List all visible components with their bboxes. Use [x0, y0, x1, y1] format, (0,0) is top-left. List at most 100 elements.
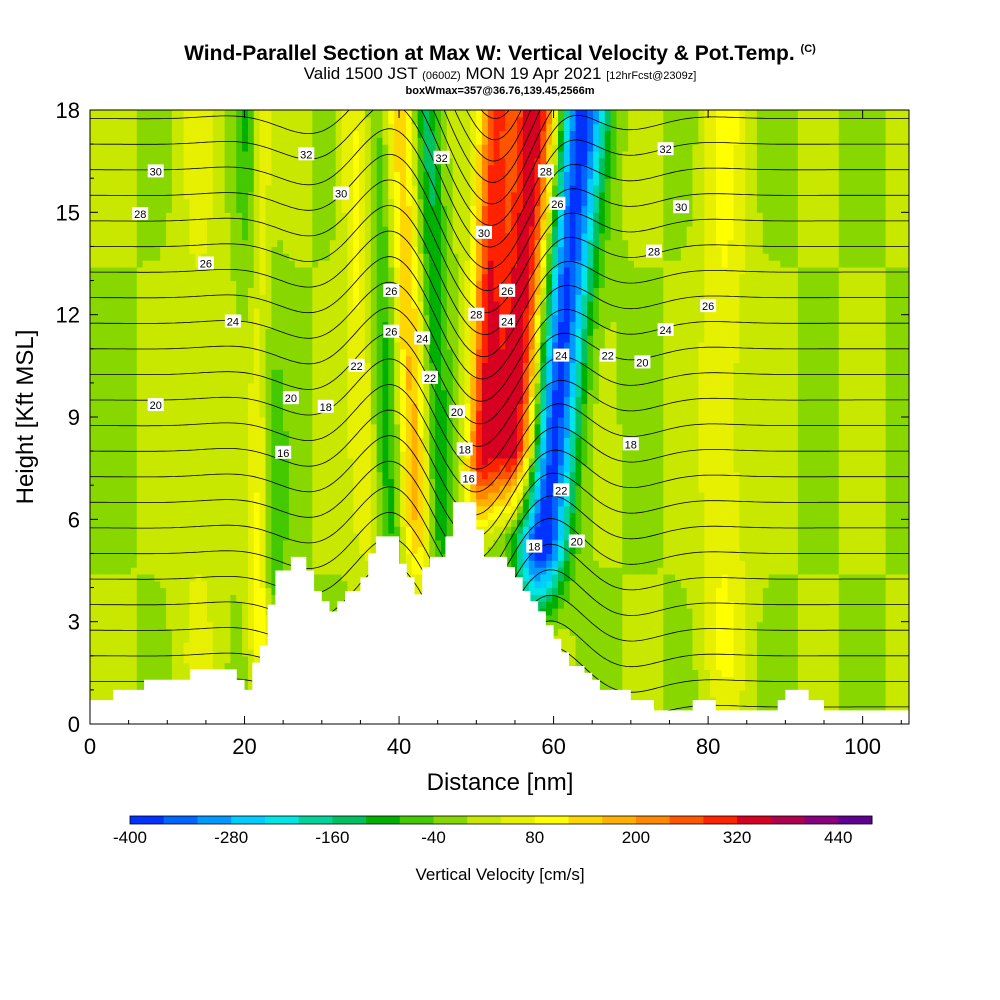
velocity-cell — [405, 301, 413, 309]
velocity-cell — [95, 185, 103, 193]
velocity-cell — [142, 567, 150, 575]
velocity-cell — [400, 137, 407, 145]
velocity-cell — [265, 437, 272, 445]
velocity-cell — [329, 219, 337, 227]
velocity-cell — [183, 601, 190, 609]
velocity-cell — [125, 171, 132, 179]
velocity-cell — [411, 471, 419, 479]
velocity-cell — [130, 123, 138, 131]
velocity-cell — [271, 594, 278, 602]
velocity-cell — [119, 512, 126, 520]
velocity-cell — [107, 123, 114, 131]
velocity-cell — [318, 185, 325, 193]
velocity-cell — [248, 662, 255, 670]
velocity-cell — [265, 260, 272, 268]
velocity-cell — [113, 546, 120, 554]
velocity-cell — [236, 512, 243, 520]
velocity-cell — [207, 498, 214, 507]
velocity-cell — [242, 150, 249, 159]
velocity-cell — [148, 185, 155, 193]
velocity-cell — [347, 273, 354, 282]
velocity-cell — [201, 212, 208, 220]
velocity-cell — [265, 328, 272, 336]
velocity-cell — [335, 123, 343, 131]
velocity-cell — [341, 137, 349, 145]
velocity-cell — [271, 178, 278, 186]
velocity-cell — [271, 226, 278, 234]
velocity-cell — [248, 642, 255, 650]
velocity-cell — [207, 239, 214, 247]
velocity-cell — [294, 539, 302, 548]
velocity-cell — [364, 423, 372, 432]
velocity-cell — [335, 335, 343, 343]
velocity-cell — [265, 171, 272, 179]
velocity-cell — [207, 546, 214, 554]
velocity-cell — [201, 123, 208, 131]
velocity-cell — [101, 689, 109, 698]
velocity-cell — [218, 355, 226, 363]
velocity-cell — [113, 219, 120, 227]
velocity-cell — [224, 226, 231, 234]
velocity-cell — [271, 553, 278, 561]
velocity-cell — [376, 116, 384, 125]
velocity-cell — [236, 110, 243, 118]
velocity-cell — [95, 410, 103, 418]
velocity-cell — [166, 178, 173, 186]
velocity-cell — [388, 485, 395, 493]
velocity-cell — [376, 198, 384, 207]
velocity-cell — [171, 150, 179, 159]
velocity-cell — [224, 239, 231, 247]
velocity-cell — [107, 314, 114, 323]
velocity-cell — [212, 212, 220, 220]
velocity-cell — [95, 335, 103, 343]
velocity-cell — [300, 185, 308, 193]
velocity-cell — [306, 212, 313, 220]
velocity-cell — [405, 533, 413, 541]
velocity-cell — [125, 226, 132, 234]
velocity-cell — [154, 519, 161, 527]
velocity-cell — [388, 423, 395, 432]
velocity-cell — [242, 294, 249, 302]
velocity-cell — [318, 137, 325, 145]
velocity-cell — [318, 178, 325, 186]
velocity-cell — [259, 287, 267, 295]
velocity-cell — [283, 369, 290, 377]
velocity-cell — [248, 232, 255, 241]
velocity-cell — [136, 539, 144, 548]
velocity-cell — [271, 116, 278, 125]
velocity-cell — [101, 301, 109, 309]
velocity-cell — [119, 669, 126, 677]
velocity-cell — [353, 178, 360, 186]
valid-utc: (0600Z) — [422, 70, 461, 82]
velocity-cell — [353, 451, 360, 459]
velocity-cell — [382, 430, 389, 438]
velocity-cell — [119, 273, 126, 282]
velocity-cell — [189, 287, 196, 295]
velocity-cell — [294, 328, 302, 336]
velocity-cell — [388, 273, 395, 282]
velocity-cell — [248, 287, 255, 295]
velocity-cell — [177, 335, 185, 343]
velocity-cell — [90, 137, 97, 145]
velocity-cell — [283, 273, 290, 282]
velocity-cell — [400, 178, 407, 186]
velocity-cell — [300, 492, 308, 500]
velocity-cell — [359, 301, 366, 309]
velocity-cell — [113, 314, 120, 323]
velocity-cell — [107, 662, 114, 670]
velocity-cell — [370, 171, 378, 179]
velocity-cell — [177, 396, 185, 404]
velocity-cell — [101, 587, 109, 595]
velocity-cell — [195, 485, 202, 493]
velocity-cell — [160, 314, 167, 323]
velocity-cell — [154, 239, 161, 247]
velocity-cell — [212, 280, 220, 288]
velocity-cell — [224, 178, 231, 186]
velocity-cell — [212, 144, 220, 152]
velocity-cell — [259, 171, 267, 179]
velocity-cell — [253, 232, 261, 241]
velocity-cell — [207, 287, 214, 295]
velocity-cell — [382, 464, 389, 473]
velocity-cell — [236, 444, 243, 452]
velocity-cell — [189, 314, 196, 323]
